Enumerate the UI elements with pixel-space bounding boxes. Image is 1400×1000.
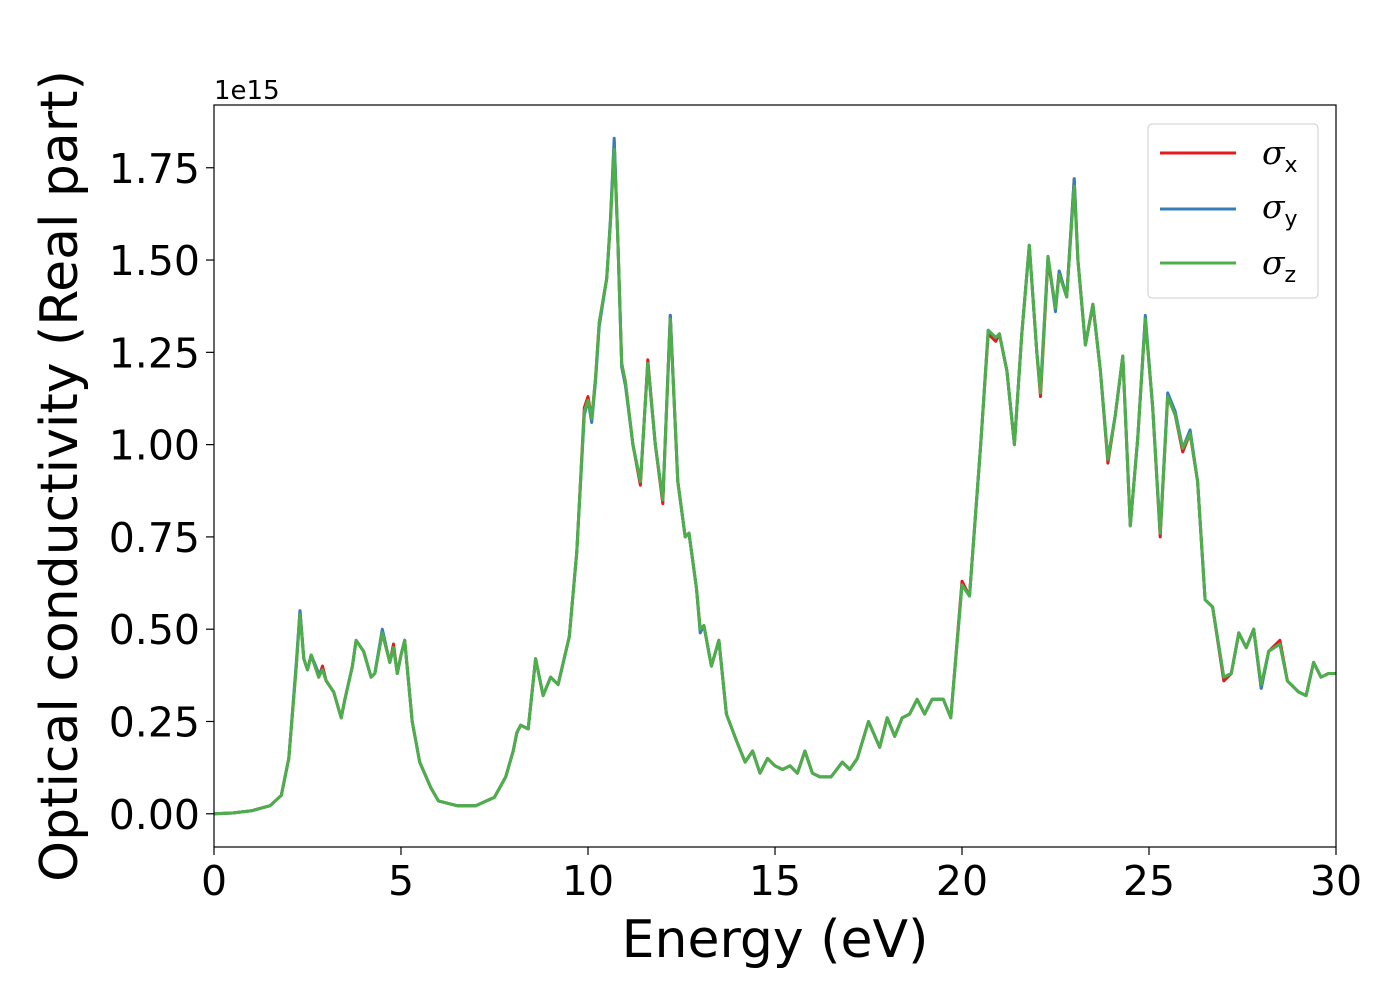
- legend-label-sigma-x: σx: [1262, 133, 1298, 178]
- x-axis-label: Energy (eV): [622, 910, 929, 970]
- x-tick-label: 0: [201, 857, 227, 905]
- y-tick-label: 1.50: [109, 237, 200, 285]
- x-tick-label: 30: [1310, 857, 1362, 905]
- y-tick-label: 0.25: [109, 698, 200, 746]
- y-tick-label: 1.00: [109, 422, 200, 470]
- x-tick-label: 20: [936, 857, 988, 905]
- legend: σx σy σz: [1147, 123, 1319, 299]
- x-tick-label: 10: [562, 857, 614, 905]
- y-tick-label: 0.00: [109, 791, 200, 839]
- legend-box: [1147, 123, 1319, 299]
- y-tick-label: 1.25: [109, 329, 200, 377]
- y-tick-label: 0.75: [109, 514, 200, 562]
- legend-label-sigma-y: σy: [1262, 187, 1298, 232]
- x-tick-label: 15: [749, 857, 801, 905]
- y-axis-ticks: 0.00 0.25 0.50 0.75 1.00 1.25 1.50 1.75: [109, 145, 214, 839]
- legend-label-sigma-z: σz: [1262, 243, 1296, 288]
- x-tick-label: 5: [388, 857, 414, 905]
- series-lines: [213, 136, 1336, 816]
- y-tick-label: 0.50: [109, 606, 200, 654]
- x-tick-label: 25: [1123, 857, 1175, 905]
- y-axis-label: Optical conductivity (Real part): [30, 70, 90, 882]
- x-axis-ticks: 0 5 10 15 20 25 30: [201, 847, 1362, 905]
- y-tick-label: 1.75: [109, 145, 200, 193]
- y-offset-label: 1e15: [214, 76, 280, 106]
- series-line-sigma-z: [213, 147, 1336, 816]
